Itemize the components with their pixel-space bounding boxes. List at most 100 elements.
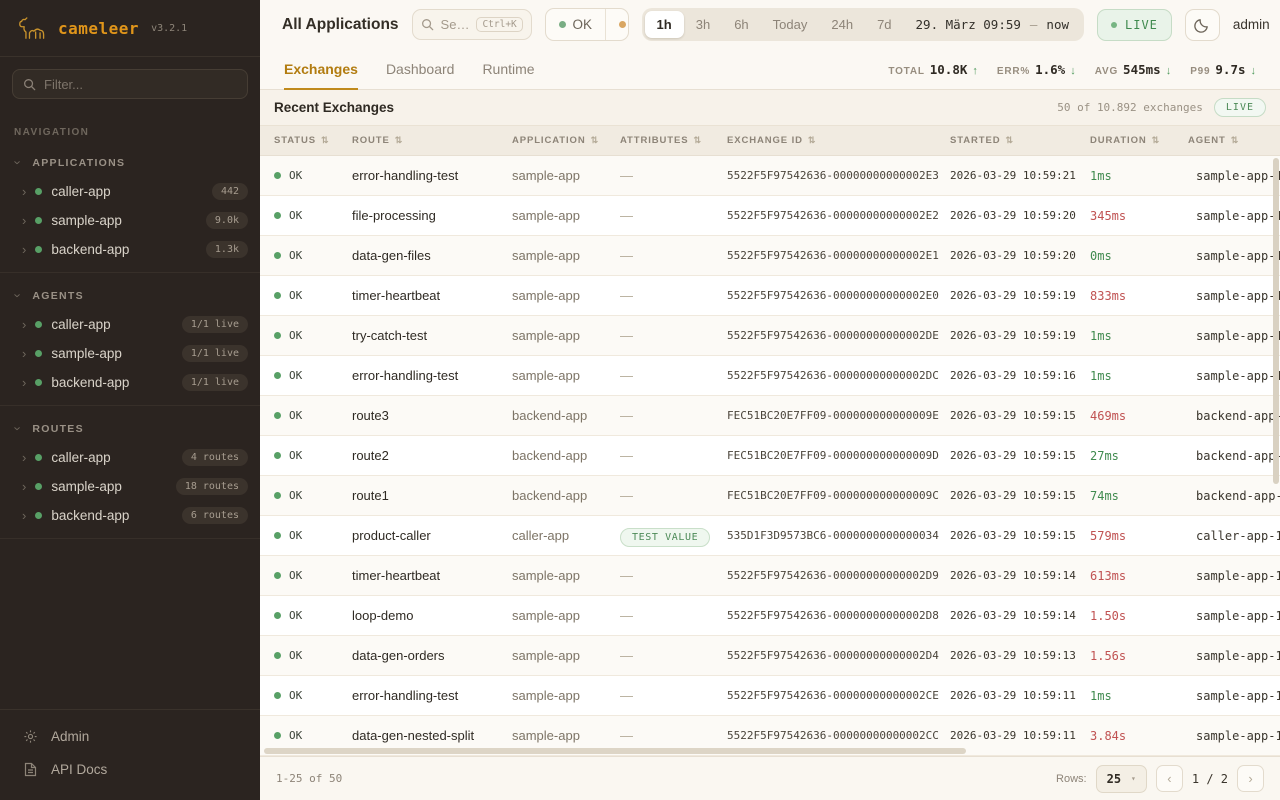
table-row[interactable]: OK error-handling-test sample-app — 5522… — [260, 676, 1280, 716]
column-header[interactable]: STARTED ⇅ — [950, 135, 1090, 146]
column-header[interactable]: ATTRIBUTES ⇅ — [620, 135, 727, 146]
time-range-button[interactable]: Today — [772, 17, 808, 32]
table-row[interactable]: OK route3 backend-app — FEC51BC20E7FF09-… — [260, 396, 1280, 436]
agent-name: sample-app-1 — [1196, 288, 1280, 303]
table-row[interactable]: OK data-gen-files sample-app — 5522F5F97… — [260, 236, 1280, 276]
sidebar-item[interactable]: › sample-app 18 routes — [0, 472, 260, 501]
sidebar-item[interactable]: › sample-app 9.0k — [0, 206, 260, 235]
shortcut-badge: Ctrl+K — [476, 17, 523, 32]
sidebar-item-badge: 1.3k — [205, 241, 248, 258]
sidebar-item[interactable]: › caller-app 4 routes — [0, 443, 260, 472]
time-range-button[interactable]: 7d — [877, 17, 892, 32]
status-cell: OK — [274, 409, 352, 422]
sidebar-item[interactable]: › backend-app 1/1 live — [0, 368, 260, 397]
document-icon — [22, 762, 38, 777]
exchange-id-cell: 5522F5F97542636-00000000000002D8 — [727, 609, 939, 622]
chevron-down-icon: › — [10, 426, 26, 431]
search-placeholder: Se… — [440, 17, 470, 32]
status-dot — [35, 454, 43, 461]
status-filter[interactable]: OK — [546, 9, 606, 40]
attributes-empty: — — [620, 488, 633, 503]
sidebar-item[interactable]: › backend-app 6 routes — [0, 501, 260, 530]
table-row[interactable]: OK file-processing sample-app — 5522F5F9… — [260, 196, 1280, 236]
agent-name: sample-app-1 — [1196, 328, 1280, 343]
attributes-empty: — — [620, 648, 633, 663]
route-cell: timer-heartbeat — [352, 568, 441, 583]
column-header-label: STATUS — [274, 135, 316, 146]
started-cell: 2026-03-29 10:59:14 — [950, 569, 1076, 582]
table-row[interactable]: OK route2 backend-app — FEC51BC20E7FF09-… — [260, 436, 1280, 476]
global-search[interactable]: Se… Ctrl+K — [411, 9, 532, 40]
status-label: OK — [289, 329, 303, 342]
agent-name: sample-app-1 — [1196, 368, 1280, 383]
time-range-button[interactable]: 3h — [695, 17, 711, 32]
horizontal-scrollbar[interactable] — [264, 748, 966, 754]
tab[interactable]: Exchanges — [284, 49, 358, 90]
table-row[interactable]: OK timer-heartbeat sample-app — 5522F5F9… — [260, 556, 1280, 596]
tab[interactable]: Runtime — [482, 61, 535, 77]
sidebar-item-badge: 4 routes — [181, 449, 248, 466]
column-header[interactable]: APPLICATION ⇅ — [512, 135, 620, 146]
time-range-button[interactable]: 24h — [831, 17, 854, 32]
column-header[interactable]: STATUS ⇅ — [274, 135, 352, 146]
table-row[interactable]: OK timer-heartbeat sample-app — 5522F5F9… — [260, 276, 1280, 316]
time-range-button[interactable]: 1h — [644, 11, 684, 38]
previous-page-button[interactable]: ‹ — [1155, 765, 1183, 792]
sidebar-item[interactable]: › caller-app 1/1 live — [0, 310, 260, 339]
attributes-empty: — — [620, 368, 633, 383]
next-page-button[interactable]: › — [1237, 765, 1264, 792]
status-filter[interactable]: Wa — [605, 9, 627, 40]
filter-input[interactable] — [44, 76, 237, 92]
sidebar-item[interactable]: › caller-app 442 — [0, 177, 260, 206]
route-cell: error-handling-test — [352, 368, 459, 383]
attributes-empty: — — [620, 408, 633, 423]
search-icon — [421, 18, 434, 31]
sidebar-section-header[interactable]: › ROUTES — [0, 414, 260, 443]
table-row[interactable]: OK error-handling-test sample-app — 5522… — [260, 356, 1280, 396]
sidebar-item-badge: 9.0k — [205, 212, 248, 229]
sidebar-section-items: › caller-app 442 › sample-app 9.0k — [0, 177, 260, 264]
application-cell: sample-app — [512, 248, 580, 263]
date-range[interactable]: 29. März 09:59 — now — [904, 17, 1081, 32]
sidebar-item-label: sample-app — [51, 346, 122, 361]
column-header[interactable]: DURATION ⇅ — [1090, 135, 1188, 146]
table-row[interactable]: OK try-catch-test sample-app — 5522F5F97… — [260, 316, 1280, 356]
sidebar-item[interactable]: › backend-app 1.3k — [0, 235, 260, 264]
sidebar-filter[interactable] — [12, 69, 248, 99]
time-range-button[interactable]: 6h — [734, 17, 749, 32]
sort-icon: ⇅ — [1151, 135, 1161, 145]
rows-per-page-select[interactable]: 25 ▾ — [1095, 764, 1147, 793]
sidebar-section-header[interactable]: › APPLICATIONS — [0, 148, 260, 177]
table-row[interactable]: OK route1 backend-app — FEC51BC20E7FF09-… — [260, 476, 1280, 516]
started-cell: 2026-03-29 10:59:15 — [950, 529, 1076, 542]
exchange-id-cell: 5522F5F97542636-00000000000002CC — [727, 729, 939, 742]
sidebar-item-admin[interactable]: Admin — [0, 720, 260, 753]
live-toggle-button[interactable]: LIVE — [1097, 8, 1172, 41]
sidebar-item[interactable]: › sample-app 1/1 live — [0, 339, 260, 368]
sort-icon: ⇅ — [1005, 135, 1014, 145]
tab[interactable]: Dashboard — [385, 61, 455, 77]
table-row[interactable]: OK error-handling-test sample-app — 5522… — [260, 156, 1280, 196]
sidebar-item-badge: 1/1 live — [181, 316, 248, 333]
chevron-down-icon: › — [10, 160, 26, 165]
column-header[interactable]: EXCHANGE ID ⇅ — [727, 135, 950, 146]
duration-cell: 1ms — [1090, 688, 1112, 703]
route-cell: file-processing — [352, 208, 436, 223]
dark-mode-button[interactable] — [1184, 8, 1220, 41]
vertical-scrollbar[interactable] — [1273, 158, 1279, 484]
agent-cell: sample-app-1 — [1188, 169, 1280, 183]
status-label: OK — [289, 449, 303, 462]
table-row[interactable]: OK product-caller caller-app TEST VALUE … — [260, 516, 1280, 556]
stat: AVG 545ms ↓ — [1095, 62, 1171, 77]
exchange-id-cell: 5522F5F97542636-00000000000002D4 — [727, 649, 939, 662]
table-row[interactable]: OK data-gen-orders sample-app — 5522F5F9… — [260, 636, 1280, 676]
column-header[interactable]: ROUTE ⇅ — [352, 135, 512, 146]
table-row[interactable]: OK loop-demo sample-app — 5522F5F9754263… — [260, 596, 1280, 636]
agent-cell: sample-app-1 — [1188, 609, 1280, 623]
route-cell: route3 — [352, 408, 389, 423]
sidebar-item-api-docs[interactable]: API Docs — [0, 753, 260, 786]
sidebar-section-header[interactable]: › AGENTS — [0, 281, 260, 310]
column-header[interactable]: AGENT ⇅ — [1188, 135, 1280, 146]
list-header-right: 50 of 10.892 exchanges LIVE — [1057, 98, 1266, 117]
live-badge: LIVE — [1213, 98, 1266, 117]
